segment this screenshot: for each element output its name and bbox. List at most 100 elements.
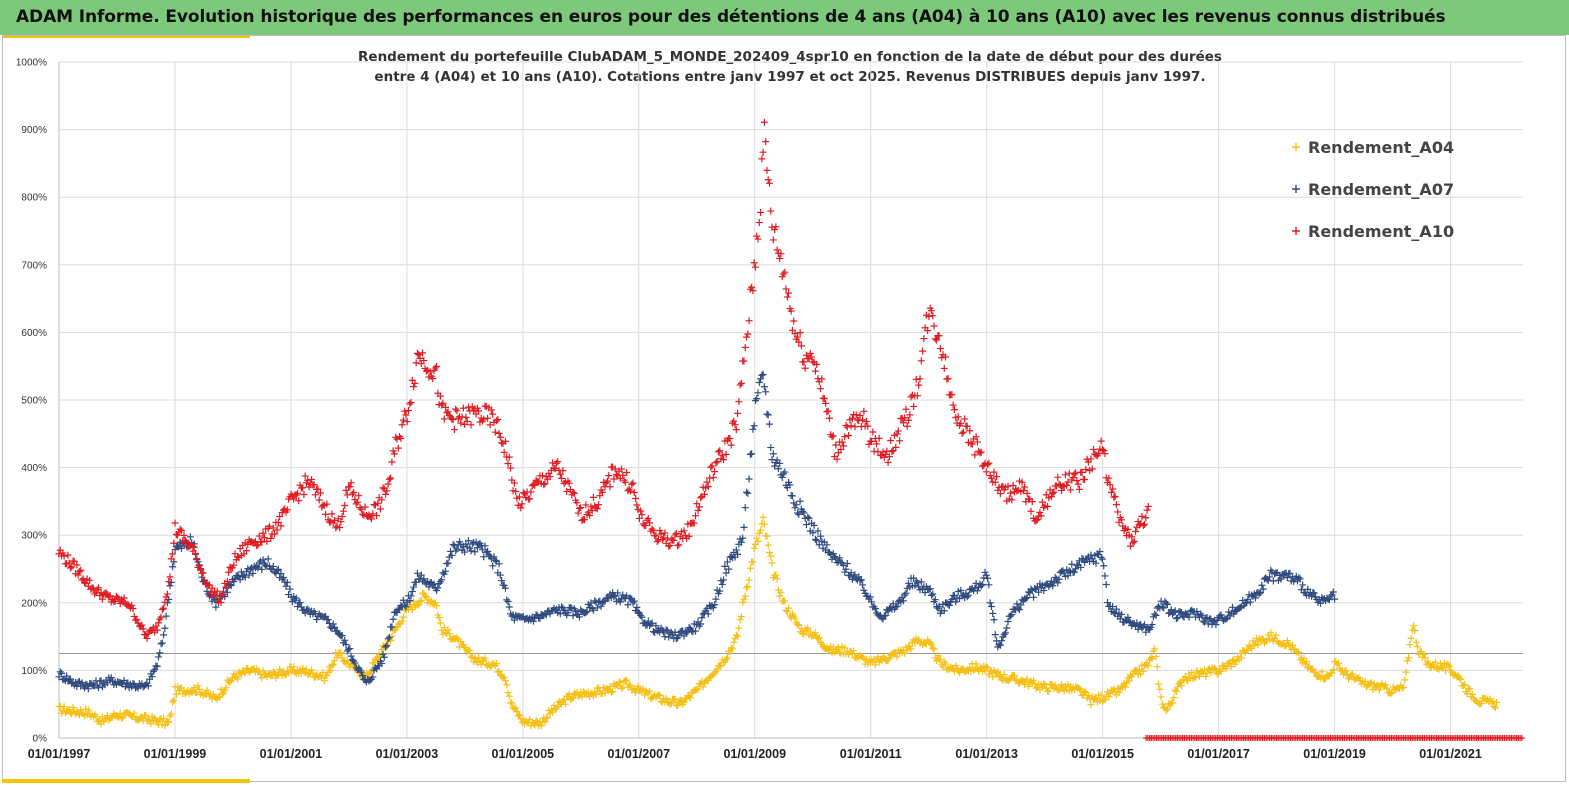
data-point [759, 370, 767, 378]
data-point [785, 604, 793, 612]
data-point [762, 138, 770, 146]
data-point [1077, 686, 1085, 694]
data-point [866, 593, 874, 601]
data-point [1101, 572, 1109, 580]
data-point [1178, 608, 1185, 616]
data-point [606, 683, 614, 691]
data-point [1092, 559, 1100, 567]
data-point [304, 476, 312, 484]
data-point [857, 576, 865, 584]
data-point [152, 717, 160, 725]
data-point [503, 596, 511, 604]
data-point [174, 542, 182, 550]
data-point [161, 624, 169, 632]
data-point [869, 428, 877, 436]
data-point [850, 647, 858, 655]
data-point [322, 510, 330, 518]
data-point [1054, 473, 1062, 481]
data-point [467, 547, 475, 555]
data-point [156, 649, 164, 657]
data-point [1339, 670, 1347, 678]
data-point [868, 598, 876, 606]
data-point [559, 467, 567, 475]
data-point [846, 572, 854, 580]
data-point [871, 605, 879, 613]
data-point [786, 481, 794, 489]
data-point [496, 433, 504, 441]
data-point [711, 601, 719, 609]
data-point [736, 616, 744, 624]
data-point [431, 599, 439, 607]
data-point [773, 575, 781, 583]
data-point [856, 412, 864, 420]
data-point [781, 268, 789, 276]
data-point [758, 155, 766, 163]
data-point [653, 537, 661, 545]
data-point [1105, 474, 1113, 482]
data-point [186, 542, 194, 550]
data-point [1420, 650, 1428, 658]
data-point [623, 676, 631, 684]
series-rendement_a10 [55, 118, 1152, 642]
data-point [331, 517, 339, 525]
data-point [1040, 504, 1048, 512]
data-point [964, 591, 972, 599]
data-point [582, 609, 590, 617]
data-point [217, 599, 225, 607]
data-point [139, 625, 147, 633]
data-point [1105, 693, 1113, 701]
data-point [234, 553, 242, 561]
data-point [655, 691, 663, 699]
data-point [902, 405, 910, 413]
data-point [1406, 641, 1414, 649]
data-point [290, 495, 298, 503]
data-point [1333, 661, 1341, 669]
data-point [1035, 588, 1043, 596]
data-point [632, 494, 640, 502]
data-point [799, 508, 807, 516]
data-point [1283, 637, 1291, 645]
data-point [383, 642, 391, 650]
data-point [893, 653, 901, 661]
data-point [1212, 665, 1220, 673]
data-point [328, 510, 336, 518]
data-point [402, 603, 410, 611]
data-point [683, 629, 691, 637]
data-point [160, 631, 168, 639]
data-point [1124, 526, 1132, 534]
data-point [166, 573, 174, 581]
data-point [991, 631, 999, 639]
data-point [530, 480, 538, 488]
data-point [1202, 673, 1210, 681]
data-point [172, 690, 180, 698]
data-point [1491, 704, 1499, 712]
data-point [1054, 579, 1062, 587]
data-point [1063, 481, 1071, 489]
data-point [767, 552, 775, 560]
data-point [773, 246, 781, 254]
data-point [810, 521, 818, 529]
data-point [1135, 665, 1143, 673]
data-point [199, 569, 207, 577]
data-point [734, 409, 742, 417]
data-point [1132, 528, 1140, 536]
data-point [1246, 598, 1254, 606]
data-point [744, 330, 752, 338]
data-point [666, 542, 674, 550]
data-point [1061, 471, 1069, 479]
data-point [674, 542, 682, 550]
data-point [845, 432, 853, 440]
data-point [1081, 688, 1089, 696]
data-point [95, 684, 103, 692]
data-point [703, 478, 711, 486]
data-point [843, 560, 851, 568]
data-point [597, 602, 605, 610]
data-point [416, 597, 424, 605]
data-point [500, 448, 508, 456]
data-point [614, 682, 622, 690]
data-point [98, 595, 106, 603]
data-point [257, 537, 265, 545]
data-point [762, 388, 770, 396]
data-point [790, 317, 798, 325]
data-point [154, 653, 162, 661]
